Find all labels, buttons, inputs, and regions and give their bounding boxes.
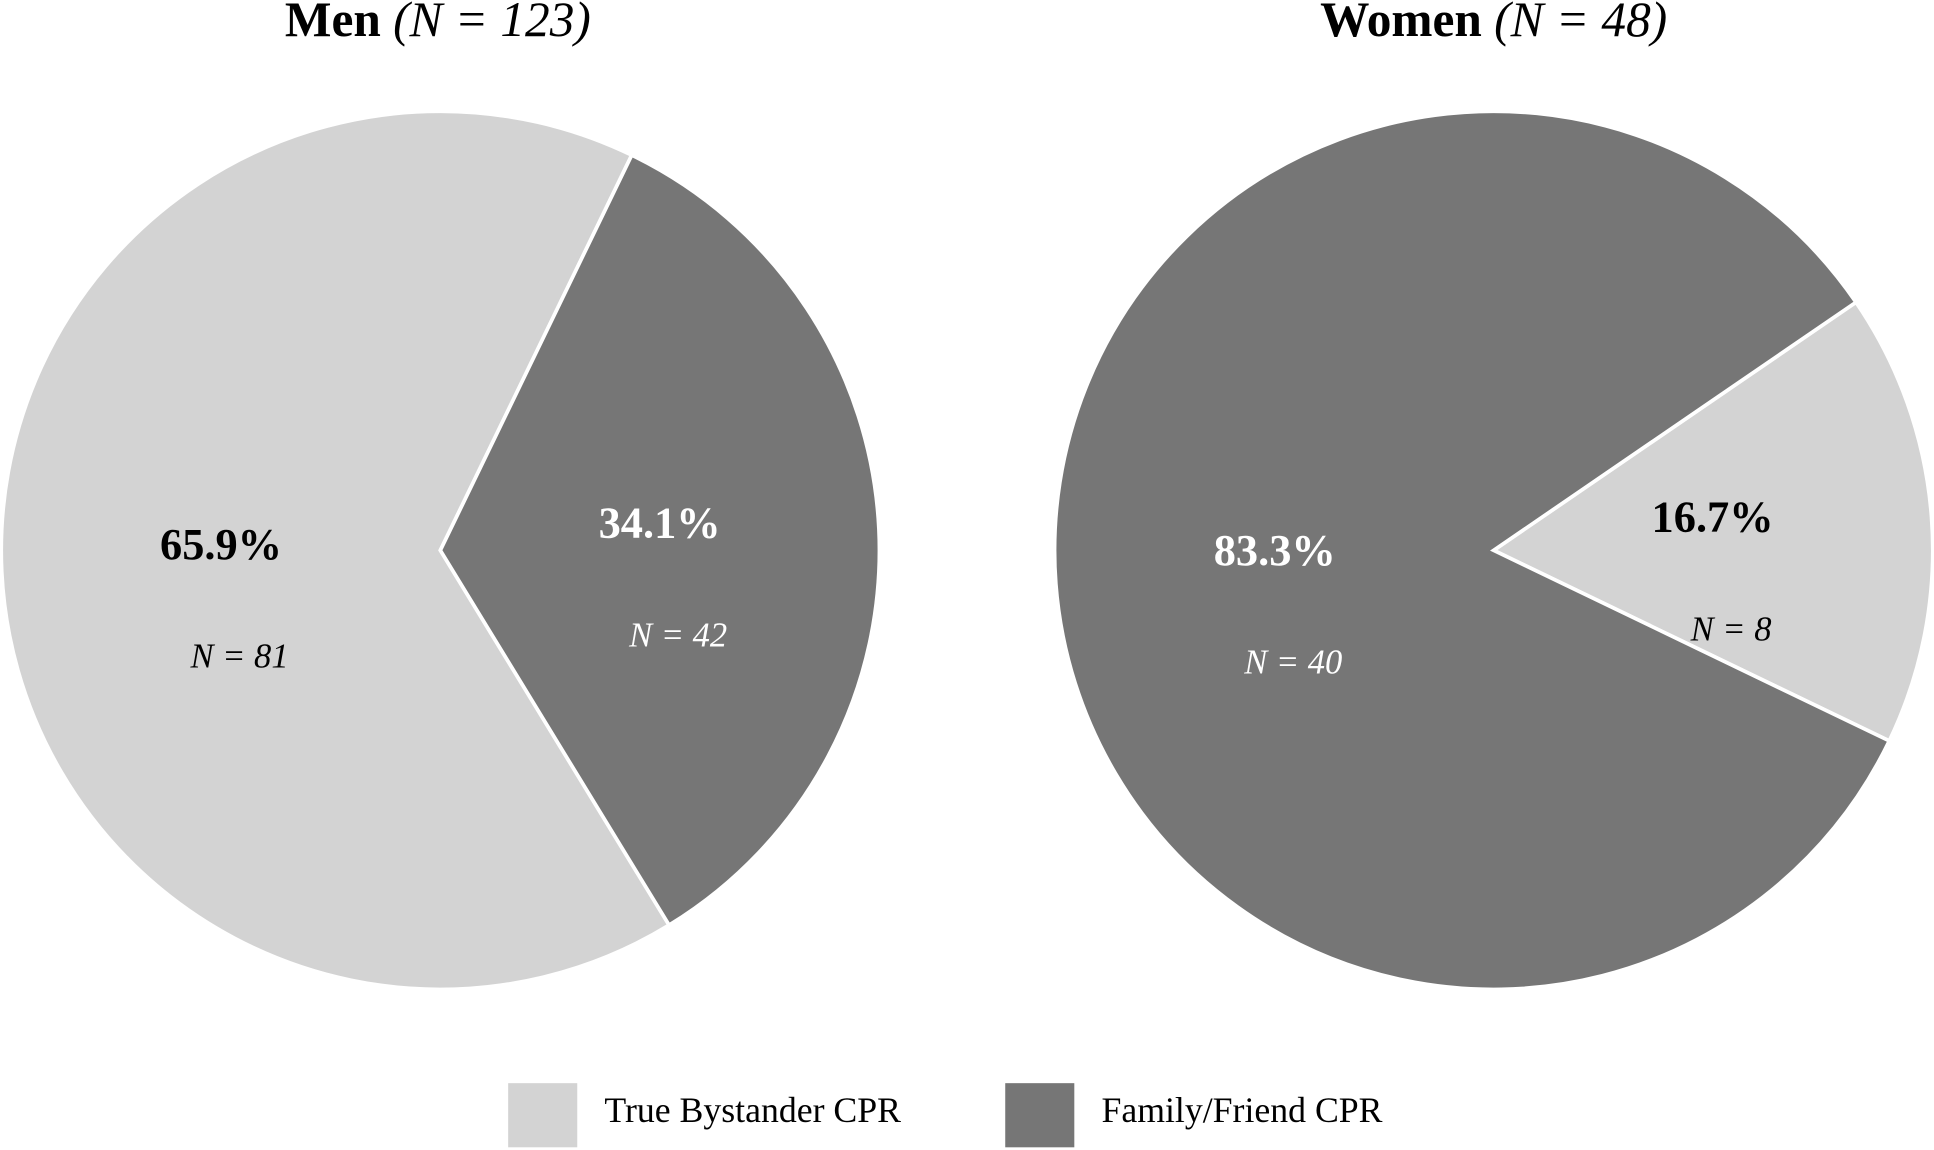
- count-label: N = 42: [628, 616, 727, 654]
- pie-slice: [0, 109, 672, 992]
- count-label: N = 81: [189, 638, 288, 676]
- value-label: 34.1%: [599, 498, 721, 548]
- chart-subtitle: (N = 123): [393, 0, 591, 47]
- value-label: 83.3%: [1214, 525, 1336, 575]
- legend-label: Family/Friend CPR: [1101, 1090, 1382, 1130]
- chart-title-line: Women (N = 48): [1320, 0, 1667, 47]
- chart-title: Women: [1320, 0, 1482, 47]
- legend-swatch: [508, 1083, 578, 1148]
- value-label: 16.7%: [1652, 492, 1774, 542]
- legend-swatch: [1005, 1083, 1075, 1148]
- chart-title-line: Men (N = 123): [285, 0, 591, 47]
- chart-title: Men: [285, 0, 381, 47]
- count-label: N = 8: [1690, 610, 1772, 648]
- pie-slice: [1052, 109, 1892, 992]
- pie-slice: [1489, 299, 1934, 744]
- value-label: 65.9%: [160, 519, 282, 569]
- chart-subtitle: (N = 48): [1494, 0, 1667, 47]
- pie-slice: [438, 152, 882, 928]
- count-label: N = 40: [1243, 644, 1342, 682]
- legend-label: True Bystander CPR: [604, 1090, 901, 1130]
